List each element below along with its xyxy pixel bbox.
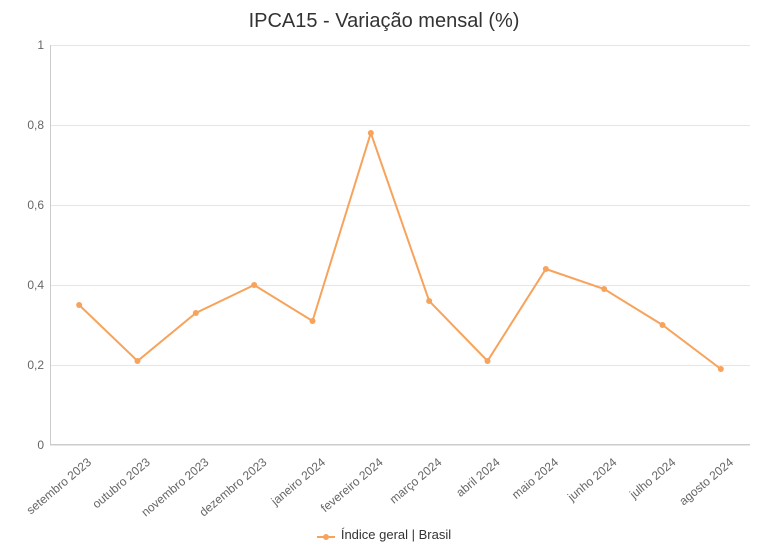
data-point[interactable] xyxy=(426,298,432,304)
data-point[interactable] xyxy=(660,322,666,328)
data-layer xyxy=(50,45,750,445)
data-point[interactable] xyxy=(718,366,724,372)
x-tick-label: outubro 2023 xyxy=(89,455,152,511)
y-tick-label: 0,2 xyxy=(4,358,44,372)
legend-label: Índice geral | Brasil xyxy=(341,527,451,542)
data-point[interactable] xyxy=(76,302,82,308)
y-tick-label: 0,4 xyxy=(4,278,44,292)
y-tick-label: 1 xyxy=(4,38,44,52)
data-point[interactable] xyxy=(193,310,199,316)
data-point[interactable] xyxy=(310,318,316,324)
legend-marker xyxy=(317,528,335,543)
grid-line xyxy=(50,445,750,446)
x-tick-label: setembro 2023 xyxy=(24,455,94,517)
data-point[interactable] xyxy=(135,358,141,364)
x-tick-label: abril 2024 xyxy=(453,455,502,500)
x-tick-label: março 2024 xyxy=(387,455,445,506)
y-tick-label: 0 xyxy=(4,438,44,452)
x-tick-label: fevereiro 2024 xyxy=(318,455,386,515)
legend: Índice geral | Brasil xyxy=(0,527,768,543)
data-point[interactable] xyxy=(368,130,374,136)
x-tick-label: agosto 2024 xyxy=(676,455,736,508)
data-point[interactable] xyxy=(485,358,491,364)
x-tick-label: julho 2024 xyxy=(626,455,677,501)
chart-title: IPCA15 - Variação mensal (%) xyxy=(0,10,768,33)
data-point[interactable] xyxy=(601,286,607,292)
data-point[interactable] xyxy=(251,282,257,288)
chart-container: IPCA15 - Variação mensal (%) 0 0,2 0,4 0,6 0… xyxy=(0,0,768,551)
x-tick-label: junho 2024 xyxy=(565,455,619,504)
x-tick-label: janeiro 2024 xyxy=(268,455,328,508)
series-line xyxy=(79,133,721,369)
plot-area xyxy=(50,45,750,445)
y-tick-label: 0,6 xyxy=(4,198,44,212)
x-tick-label: maio 2024 xyxy=(509,455,561,502)
y-tick-label: 0,8 xyxy=(4,118,44,132)
data-point[interactable] xyxy=(543,266,549,272)
